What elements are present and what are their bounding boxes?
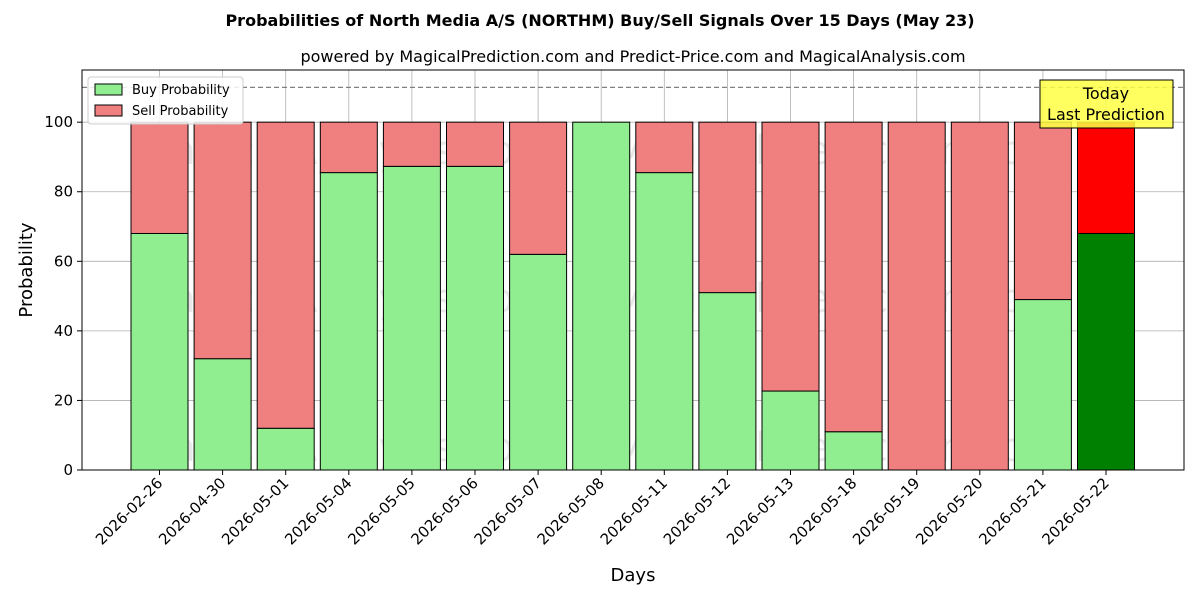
sell-bar xyxy=(509,121,568,255)
buy-bar xyxy=(193,358,252,471)
x-axis-label: Days xyxy=(611,565,656,586)
chart-subtitle: powered by MagicalPrediction.com and Pre… xyxy=(300,47,965,66)
legend: Buy Probability Sell Probability xyxy=(87,76,244,125)
sell-bar xyxy=(761,121,820,392)
buy-bar xyxy=(698,292,757,471)
buy-bar xyxy=(446,165,504,471)
buy-bar xyxy=(509,253,568,471)
buy-bar xyxy=(1077,232,1135,471)
sell-bar xyxy=(1013,121,1072,301)
buy-bar xyxy=(635,172,694,471)
x-tick-label: 2026-05-13 xyxy=(723,474,797,548)
x-tick-label: 2026-05-21 xyxy=(975,474,1049,548)
buy-bar xyxy=(572,121,631,471)
y-tick-label: 60 xyxy=(54,252,73,270)
sell-bar xyxy=(130,121,189,234)
sell-bar xyxy=(319,121,378,174)
buy-bar xyxy=(130,232,189,471)
legend-swatch xyxy=(94,83,123,96)
x-tick-label: 2026-05-08 xyxy=(534,474,608,548)
sell-bar xyxy=(446,121,504,167)
x-tick-label: 2026-05-18 xyxy=(786,474,860,548)
legend-swatch xyxy=(94,104,123,117)
bar-layer xyxy=(130,121,1135,471)
x-tick-label: 2026-05-11 xyxy=(597,474,671,548)
buy-bar xyxy=(761,390,820,471)
x-tick-label: 2026-05-06 xyxy=(407,474,481,548)
sell-bar xyxy=(256,121,315,429)
legend-box xyxy=(87,76,244,125)
legend-label: Buy Probability xyxy=(132,83,230,98)
y-axis-label: Probability xyxy=(16,222,37,317)
buy-bar xyxy=(1013,299,1072,471)
sell-bar xyxy=(824,121,883,433)
sell-bar xyxy=(698,121,757,294)
buy-bar xyxy=(382,165,441,471)
x-tick-label: 2026-05-20 xyxy=(912,474,986,548)
sell-bar xyxy=(887,121,946,471)
x-tick-label: 2026-05-22 xyxy=(1038,474,1112,548)
sell-bar xyxy=(1077,121,1135,234)
today-label: Today xyxy=(1082,84,1129,103)
x-tick-label: 2026-02-26 xyxy=(92,474,166,548)
x-tick-label: 2026-05-19 xyxy=(849,474,923,548)
x-tick-label: 2026-04-30 xyxy=(155,474,229,548)
buy-bar xyxy=(256,427,315,471)
x-tick-label: 2026-05-07 xyxy=(471,474,545,548)
today-annotation: Today Last Prediction xyxy=(1039,79,1174,129)
y-tick-label: 100 xyxy=(44,113,73,131)
y-tick-label: 40 xyxy=(54,322,73,340)
y-tick-label: 0 xyxy=(63,461,73,479)
chart-title: Probabilities of North Media A/S (NORTHM… xyxy=(225,11,974,30)
x-tick-label: 2026-05-12 xyxy=(660,474,734,548)
y-tick-label: 20 xyxy=(54,391,73,409)
legend-label: Sell Probability xyxy=(132,104,229,119)
sell-bar xyxy=(193,121,252,360)
sell-bar xyxy=(382,121,441,167)
sell-bar xyxy=(635,121,694,174)
x-tick-label: 2026-05-04 xyxy=(281,474,355,548)
x-tick-label: 2026-05-01 xyxy=(218,474,292,548)
sell-bar xyxy=(950,121,1009,471)
plot-frame xyxy=(81,69,1185,471)
buy-bar xyxy=(319,172,378,471)
buy-bar xyxy=(824,431,883,471)
y-tick-label: 80 xyxy=(54,183,73,201)
today-label: Last Prediction xyxy=(1047,105,1165,124)
x-tick-label: 2026-05-05 xyxy=(344,474,418,548)
today-box-bg xyxy=(1039,79,1174,129)
